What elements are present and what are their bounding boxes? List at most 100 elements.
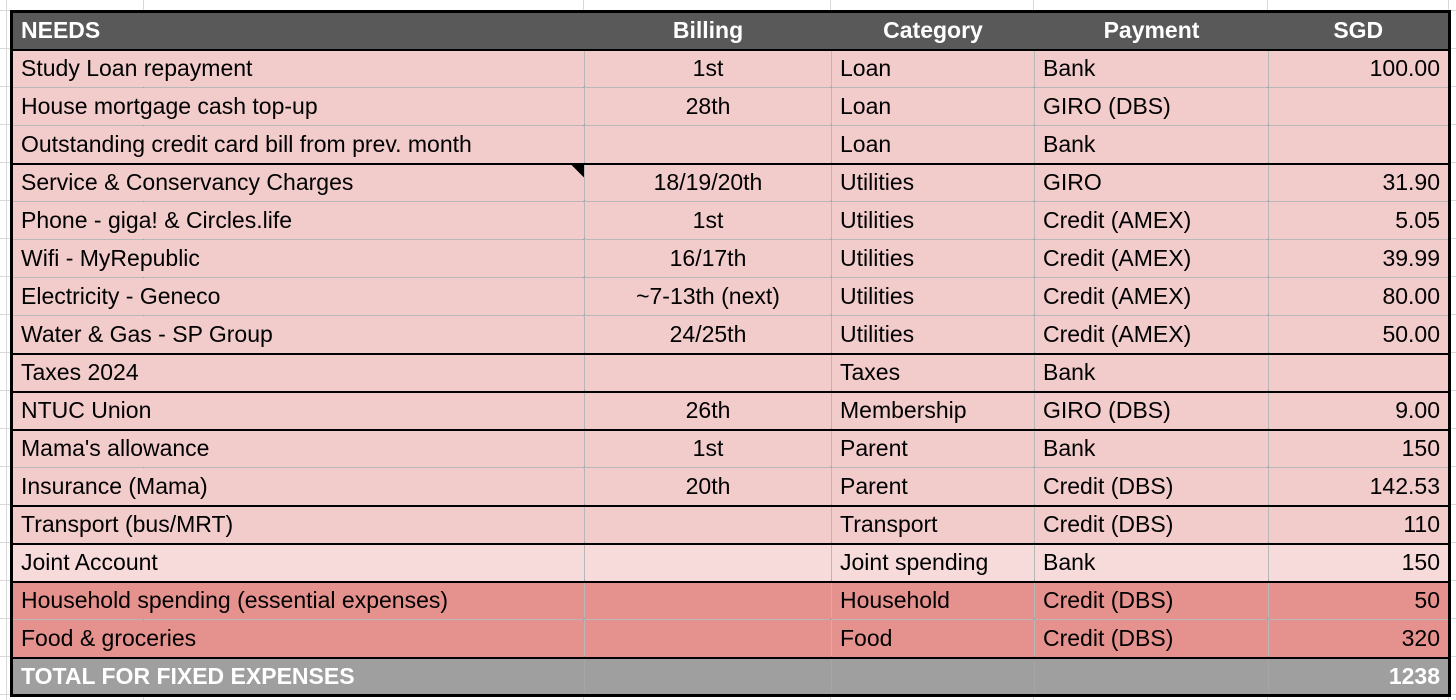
cell-payment[interactable]: Bank <box>1034 353 1269 393</box>
cell-category[interactable]: Membership <box>831 391 1035 431</box>
cell-needs[interactable]: Food & groceries <box>11 619 585 659</box>
cell-needs[interactable]: Wifi - MyRepublic <box>11 239 585 278</box>
cell-needs[interactable]: Insurance (Mama) <box>11 467 585 507</box>
cell-payment[interactable]: Credit (AMEX) <box>1034 201 1269 240</box>
cell-payment[interactable]: GIRO (DBS) <box>1034 87 1269 126</box>
total-label-cell[interactable]: TOTAL FOR FIXED EXPENSES <box>11 657 585 696</box>
header-category[interactable]: Category <box>831 11 1035 51</box>
cell-needs[interactable]: Joint Account <box>11 543 585 583</box>
cell-category[interactable]: Utilities <box>831 277 1035 316</box>
header-sgd[interactable]: SGD <box>1268 11 1450 51</box>
cell-payment[interactable]: Credit (AMEX) <box>1034 315 1269 355</box>
cell-category[interactable]: Joint spending <box>831 543 1035 583</box>
spreadsheet-gridline <box>6 0 7 700</box>
cell-sgd[interactable] <box>1268 87 1450 126</box>
cell-needs[interactable]: Taxes 2024 <box>11 353 585 393</box>
total-payment-cell[interactable] <box>1034 657 1269 696</box>
cell-needs[interactable]: Transport (bus/MRT) <box>11 505 585 545</box>
cell-billing[interactable]: ~7-13th (next) <box>584 277 832 316</box>
cell-sgd[interactable] <box>1268 353 1450 393</box>
cell-needs[interactable]: Outstanding credit card bill from prev. … <box>11 125 585 165</box>
cell-needs[interactable]: Household spending (essential expenses) <box>11 581 585 620</box>
total-billing-cell[interactable] <box>584 657 832 696</box>
cell-billing[interactable] <box>584 353 832 393</box>
cell-needs[interactable]: Mama's allowance <box>11 429 585 468</box>
cell-payment[interactable]: Credit (DBS) <box>1034 619 1269 659</box>
total-row: TOTAL FOR FIXED EXPENSES 1238 <box>11 657 1450 696</box>
cell-payment[interactable]: Credit (AMEX) <box>1034 239 1269 278</box>
cell-billing[interactable]: 1st <box>584 429 832 468</box>
total-category-cell[interactable] <box>831 657 1035 696</box>
table-row: NTUC Union 26th Membership GIRO (DBS) 9.00 <box>11 391 1450 431</box>
cell-sgd[interactable]: 150 <box>1268 429 1450 468</box>
cell-sgd[interactable]: 110 <box>1268 505 1450 545</box>
cell-sgd[interactable]: 31.90 <box>1268 163 1450 202</box>
cell-sgd[interactable]: 320 <box>1268 619 1450 659</box>
cell-category[interactable]: Loan <box>831 49 1035 88</box>
cell-sgd[interactable]: 39.99 <box>1268 239 1450 278</box>
total-sgd-cell[interactable]: 1238 <box>1268 657 1450 696</box>
cell-payment[interactable]: Credit (AMEX) <box>1034 277 1269 316</box>
cell-billing[interactable] <box>584 505 832 545</box>
table-row: Joint Account Joint spending Bank 150 <box>11 543 1450 583</box>
header-payment[interactable]: Payment <box>1034 11 1269 51</box>
table-row: Phone - giga! & Circles.life 1st Utilities… <box>11 201 1450 240</box>
cell-sgd[interactable]: 150 <box>1268 543 1450 583</box>
cell-sgd[interactable]: 142.53 <box>1268 467 1450 507</box>
cell-payment[interactable]: Bank <box>1034 429 1269 468</box>
table-row: Taxes 2024 Taxes Bank <box>11 353 1450 393</box>
cell-billing[interactable]: 24/25th <box>584 315 832 355</box>
cell-billing[interactable]: 16/17th <box>584 239 832 278</box>
cell-category[interactable]: Utilities <box>831 201 1035 240</box>
table-row: Electricity - Geneco ~7-13th (next) Utilit… <box>11 277 1450 316</box>
cell-sgd[interactable]: 9.00 <box>1268 391 1450 431</box>
cell-payment[interactable]: Credit (DBS) <box>1034 581 1269 620</box>
cell-category[interactable]: Utilities <box>831 315 1035 355</box>
cell-needs[interactable]: NTUC Union <box>11 391 585 431</box>
cell-needs[interactable]: Phone - giga! & Circles.life <box>11 201 585 240</box>
cell-category[interactable]: Taxes <box>831 353 1035 393</box>
cell-billing[interactable]: 26th <box>584 391 832 431</box>
cell-sgd[interactable]: 100.00 <box>1268 49 1450 88</box>
cell-category[interactable]: Parent <box>831 429 1035 468</box>
cell-payment[interactable]: GIRO <box>1034 163 1269 202</box>
cell-billing[interactable]: 1st <box>584 201 832 240</box>
cell-billing[interactable] <box>584 543 832 583</box>
cell-needs[interactable]: Service & Conservancy Charges <box>11 163 585 202</box>
header-billing[interactable]: Billing <box>584 11 832 51</box>
cell-category[interactable]: Utilities <box>831 239 1035 278</box>
cell-category[interactable]: Household <box>831 581 1035 620</box>
cell-billing[interactable]: 28th <box>584 87 832 126</box>
cell-sgd[interactable]: 5.05 <box>1268 201 1450 240</box>
cell-billing[interactable]: 18/19/20th <box>584 163 832 202</box>
cell-payment[interactable]: Bank <box>1034 543 1269 583</box>
cell-needs[interactable]: Study Loan repayment <box>11 49 585 88</box>
cell-category[interactable]: Parent <box>831 467 1035 507</box>
cell-needs[interactable]: House mortgage cash top-up <box>11 87 585 126</box>
cell-billing[interactable]: 20th <box>584 467 832 507</box>
header-row: NEEDS Billing Category Payment SGD <box>11 11 1450 51</box>
cell-category[interactable]: Transport <box>831 505 1035 545</box>
cell-sgd[interactable] <box>1268 125 1450 165</box>
cell-sgd[interactable]: 50 <box>1268 581 1450 620</box>
cell-sgd[interactable]: 80.00 <box>1268 277 1450 316</box>
cell-payment[interactable]: Credit (DBS) <box>1034 467 1269 507</box>
cell-category[interactable]: Food <box>831 619 1035 659</box>
cell-billing[interactable] <box>584 125 832 165</box>
header-needs[interactable]: NEEDS <box>11 11 585 51</box>
cell-billing[interactable] <box>584 581 832 620</box>
cell-category[interactable]: Loan <box>831 125 1035 165</box>
cell-payment[interactable]: Bank <box>1034 49 1269 88</box>
cell-billing[interactable] <box>584 619 832 659</box>
cell-needs[interactable]: Water & Gas - SP Group <box>11 315 585 355</box>
cell-sgd[interactable]: 50.00 <box>1268 315 1450 355</box>
cell-category[interactable]: Loan <box>831 87 1035 126</box>
cell-payment[interactable]: GIRO (DBS) <box>1034 391 1269 431</box>
cell-payment[interactable]: Bank <box>1034 125 1269 165</box>
note-indicator-icon <box>571 164 584 178</box>
cell-payment[interactable]: Credit (DBS) <box>1034 505 1269 545</box>
cell-billing[interactable]: 1st <box>584 49 832 88</box>
cell-needs[interactable]: Electricity - Geneco <box>11 277 585 316</box>
cell-category[interactable]: Utilities <box>831 163 1035 202</box>
